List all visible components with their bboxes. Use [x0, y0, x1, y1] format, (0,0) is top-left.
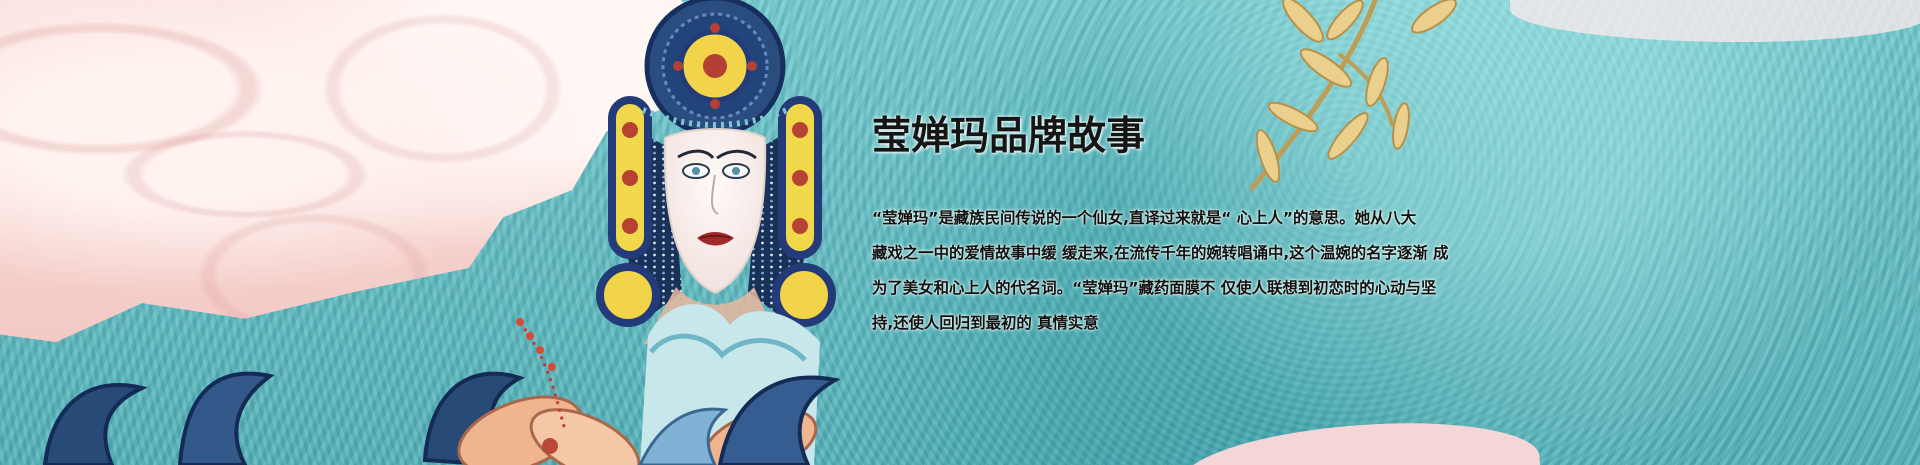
left-navy-leaves	[42, 371, 526, 465]
left-gold-ornament	[596, 96, 660, 327]
right-gold-ornament	[772, 96, 836, 327]
face	[663, 128, 767, 295]
golden-leaf-branch-illustration	[1249, 0, 1457, 190]
foreground-flowers-illustration	[42, 318, 841, 465]
brand-story-line-1: “莹婵玛”是藏族民间传说的一个仙女,直译过来就是“ 心上人”的意思。她从八大	[872, 209, 1417, 227]
headdress	[641, 0, 789, 137]
pink-top-wave	[1510, 0, 1920, 42]
brand-story-line-2: 藏戏之一中的爱情故事中缓 缓走来,在流传千年的婉转唱诵中,这个温婉的名字逐渐 成	[872, 244, 1449, 262]
pink-bottom-wave	[1177, 415, 1543, 465]
brand-story-line-3: 为了美女和心上人的代名词。“莹婵玛”藏药面膜不 仅使人联想到初恋时的心动与坚	[872, 279, 1437, 297]
right-navy-leaves	[638, 375, 841, 465]
brand-story-line-4: 持,还使人回归到最初的 真情实意	[872, 314, 1099, 332]
red-bud-stems	[516, 318, 567, 431]
brand-story-title: 莹婵玛品牌故事	[872, 114, 1146, 159]
brand-story-paragraph: “莹婵玛”是藏族民间传说的一个仙女,直译过来就是“ 心上人”的意思。她从八大 藏…	[872, 201, 1572, 341]
